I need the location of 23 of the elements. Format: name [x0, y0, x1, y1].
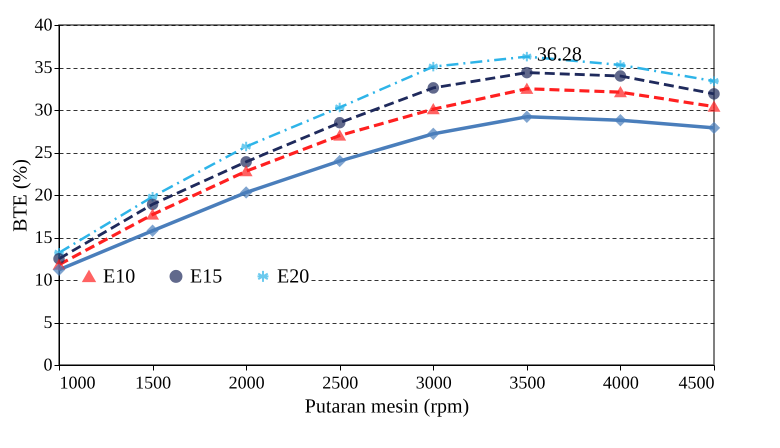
x-tick-label: 1000 [60, 372, 96, 392]
x-tick-label: 3500 [509, 372, 546, 392]
y-tick-label: 0 [44, 354, 52, 374]
x-tick-label: 4500 [678, 372, 714, 392]
annotation: 36.28 [536, 44, 582, 66]
y-axis-title: BTE (%) [10, 159, 32, 232]
y-tick-label: 30 [34, 100, 52, 120]
y-tick-label: 15 [34, 227, 52, 247]
x-axis-title: Putaran mesin (rpm) [304, 396, 470, 418]
legend-label: E10 [103, 265, 136, 288]
x-tick-label: 2000 [228, 372, 265, 392]
y-tick-label: 35 [34, 57, 52, 77]
y-tick-label: 5 [44, 312, 52, 332]
x-tick-label: 4000 [602, 372, 639, 392]
y-tick-label: 20 [34, 184, 52, 204]
y-tick-label: 10 [34, 270, 52, 290]
y-tick-label: 25 [34, 142, 52, 162]
x-tick-label: 3000 [416, 372, 452, 392]
legend-label: E20 [277, 265, 310, 288]
x-tick-label: 1500 [135, 372, 172, 392]
x-tick-label: 2500 [322, 372, 358, 392]
legend-label: E15 [190, 265, 222, 288]
y-tick-label: 40 [34, 14, 52, 34]
